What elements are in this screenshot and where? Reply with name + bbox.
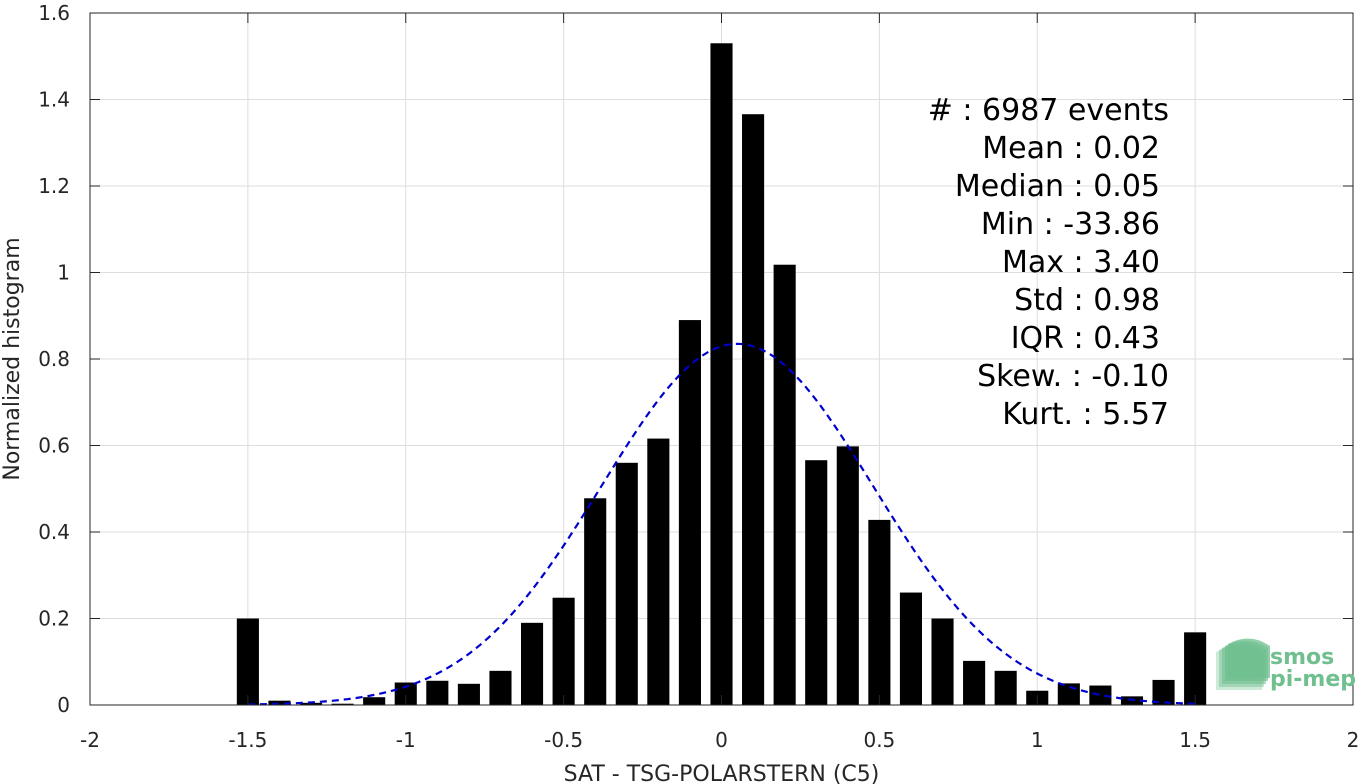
histogram-bar <box>1057 683 1080 705</box>
stat-line: Max : 3.40 <box>1002 245 1160 280</box>
histogram-bar <box>899 592 923 705</box>
histogram-bar <box>963 660 986 705</box>
axis-ticks <box>89 12 1354 706</box>
histogram-bar <box>394 682 417 705</box>
gaussian-fit-curve <box>247 342 1196 706</box>
stat-line: Min : -33.86 <box>981 207 1160 242</box>
y-tick-label: 0.2 <box>38 607 70 631</box>
histogram-bar <box>742 114 765 705</box>
histogram-bar <box>647 438 670 705</box>
x-tick-label: -1 <box>396 728 416 752</box>
histogram-bar <box>268 700 291 705</box>
y-tick-label: 1 <box>57 261 70 285</box>
bars <box>236 43 1207 705</box>
histogram-bar <box>678 320 701 705</box>
x-tick-label: -1.5 <box>228 728 267 752</box>
y-tick-label: 0 <box>57 693 70 717</box>
histogram-bar <box>520 622 544 705</box>
stat-line: IQR : 0.43 <box>1011 321 1160 356</box>
histogram-bar <box>299 702 323 705</box>
histogram-bar <box>426 680 449 705</box>
histogram-bar <box>994 670 1017 705</box>
y-tick-label: 1.6 <box>38 1 70 25</box>
logo-icon <box>1216 638 1270 690</box>
y-tick-label: 0.8 <box>38 347 70 371</box>
logo-line-2: pi-mep <box>1270 667 1356 692</box>
x-tick-labels: -2 -1.5 -1 -0.5 0 0.5 1 1.5 2 <box>80 728 1359 752</box>
y-tick-label: 1.4 <box>38 88 70 112</box>
stat-line: Median : 0.05 <box>955 169 1160 204</box>
x-tick-label: 2 <box>1347 728 1360 752</box>
histogram-bar <box>1152 679 1175 705</box>
logo-layer <box>1228 638 1270 678</box>
x-tick-label: -0.5 <box>544 728 583 752</box>
y-tick-label: 0.4 <box>38 520 70 544</box>
histogram-bar <box>1089 685 1112 705</box>
histogram-bar <box>868 519 891 705</box>
histogram-bar <box>1184 632 1207 705</box>
histogram-bar <box>836 446 859 705</box>
stat-line: Std : 0.98 <box>1014 283 1160 318</box>
x-tick-label: 1.5 <box>1179 728 1211 752</box>
smos-pi-mep-logo: smos pi-mep <box>1216 638 1356 692</box>
histogram-bar <box>457 683 480 705</box>
histogram-bar <box>805 460 828 705</box>
histogram-bar <box>773 264 796 705</box>
x-tick-label: -2 <box>80 728 100 752</box>
histogram-bar <box>615 462 638 705</box>
histogram-bar <box>331 703 354 705</box>
logo-line-1: smos <box>1270 645 1334 670</box>
y-tick-labels: 0 0.2 0.4 0.6 0.8 1 1.2 1.4 1.6 <box>38 1 70 717</box>
y-tick-label: 0.6 <box>38 434 70 458</box>
histogram-bar <box>363 697 386 705</box>
histogram-bar <box>489 670 512 705</box>
y-tick-label: 1.2 <box>38 174 70 198</box>
x-tick-label: 0 <box>715 728 728 752</box>
histogram-bar <box>236 618 259 705</box>
x-axis-label: SAT - TSG-POLARSTERN (C5) <box>564 762 880 784</box>
x-tick-label: 0.5 <box>863 728 895 752</box>
histogram-bar <box>584 498 607 705</box>
histogram-bar <box>710 43 733 705</box>
histogram-bar <box>552 597 575 705</box>
stat-line: Mean : 0.02 <box>982 131 1160 166</box>
stat-line: # : 6987 events <box>928 93 1169 128</box>
y-axis-label: Normalized histogram <box>0 237 25 480</box>
stat-line: Kurt. : 5.57 <box>1002 397 1169 432</box>
stat-line: Skew. : -0.10 <box>977 359 1169 394</box>
histogram-bar <box>931 618 954 705</box>
x-tick-label: 1 <box>1031 728 1044 752</box>
